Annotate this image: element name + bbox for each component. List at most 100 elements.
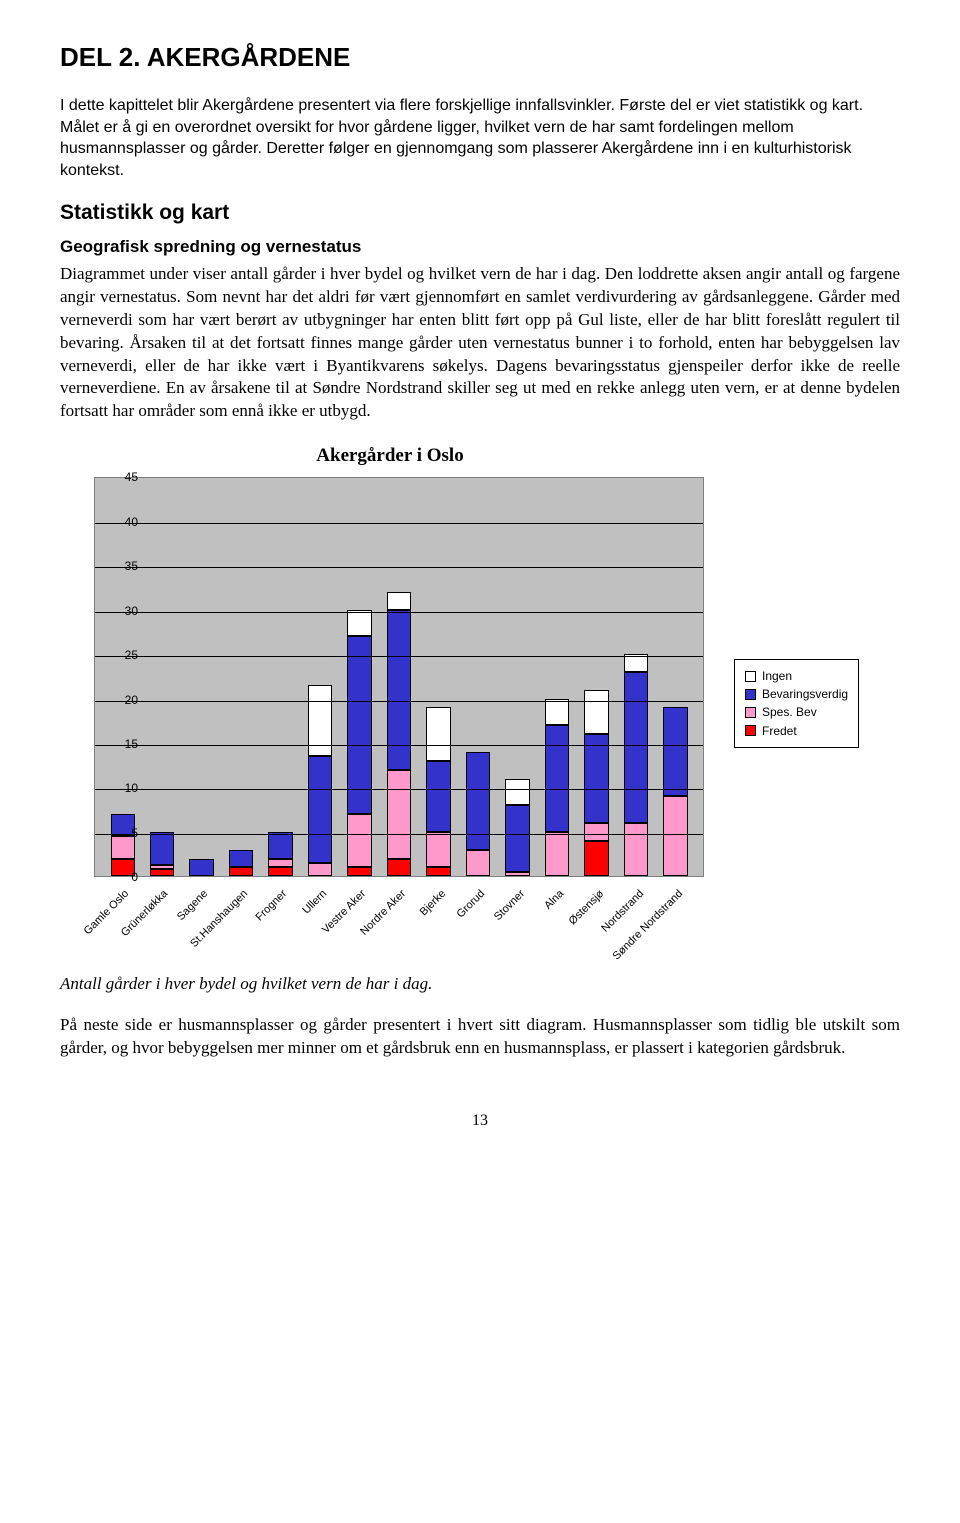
- bar-segment: [466, 850, 490, 877]
- bar-segment: [387, 770, 411, 859]
- bar-segment: [150, 869, 174, 876]
- chart-title: Akergårder i Oslo: [60, 443, 720, 469]
- bar-segment: [426, 707, 450, 760]
- bar-segment: [347, 867, 371, 876]
- bar: [505, 779, 529, 877]
- bar: [663, 707, 687, 876]
- bar-segment: [505, 805, 529, 872]
- bar-slot: [379, 478, 418, 876]
- bar: [347, 610, 371, 877]
- page-number: 13: [60, 1110, 900, 1132]
- y-tick-label: 40: [98, 514, 138, 530]
- bar-segment: [229, 850, 253, 868]
- x-tick-label: Sagene: [174, 887, 211, 924]
- bar-segment: [584, 734, 608, 823]
- bar: [150, 832, 174, 876]
- bar-segment: [663, 796, 687, 876]
- bar-segment: [189, 859, 213, 877]
- legend-item: Spes. Bev: [745, 704, 848, 720]
- x-axis-labels: Gamle OsloGrünerløkkaSageneSt.Hanshaugen…: [94, 881, 704, 961]
- bar-segment: [663, 707, 687, 796]
- x-tick-label: Søndre Nordstrand: [610, 887, 687, 964]
- legend-label: Fredet: [762, 723, 797, 739]
- bar: [584, 690, 608, 877]
- bar-segment: [426, 832, 450, 868]
- bar-segment: [426, 867, 450, 876]
- bar-segment: [505, 779, 529, 806]
- bar-slot: [419, 478, 458, 876]
- legend-label: Bevaringsverdig: [762, 686, 848, 702]
- bar-segment: [347, 610, 371, 637]
- plot-region: [94, 477, 704, 877]
- bar-slot: [616, 478, 655, 876]
- bar-slot: [537, 478, 576, 876]
- legend-label: Ingen: [762, 668, 792, 684]
- bar-segment: [624, 672, 648, 823]
- bar: [229, 850, 253, 877]
- bar-segment: [347, 636, 371, 814]
- gridline: [95, 701, 703, 702]
- y-tick-label: 15: [98, 736, 138, 752]
- bar-segment: [150, 832, 174, 865]
- bar-segment: [229, 867, 253, 876]
- bar-segment: [584, 841, 608, 877]
- bar: [189, 859, 213, 877]
- bar-slot: [142, 478, 181, 876]
- chart-container: Akergårder i Oslo Gamle OsloGrünerløkkaS…: [60, 443, 900, 963]
- bar-segment: [387, 859, 411, 877]
- gridline: [95, 656, 703, 657]
- bar-slot: [577, 478, 616, 876]
- chart-caption: Antall gårder i hver bydel og hvilket ve…: [60, 973, 900, 996]
- bar: [308, 685, 332, 876]
- intro-paragraph: I dette kapittelet blir Akergårdene pres…: [60, 95, 900, 181]
- bar-slot: [340, 478, 379, 876]
- y-tick-label: 10: [98, 780, 138, 796]
- gridline: [95, 612, 703, 613]
- bars-container: [95, 478, 703, 876]
- gridline: [95, 567, 703, 568]
- y-tick-label: 45: [98, 469, 138, 485]
- bar-slot: [656, 478, 695, 876]
- bar-slot: [261, 478, 300, 876]
- bar-segment: [387, 592, 411, 610]
- body-paragraph: Diagrammet under viser antall gårder i h…: [60, 263, 900, 424]
- x-tick-label: Grorud: [454, 887, 489, 922]
- bar-slot: [182, 478, 221, 876]
- bar-segment: [624, 823, 648, 876]
- page-title: DEL 2. AKERGÅRDENE: [60, 40, 900, 75]
- bar-segment: [268, 832, 292, 859]
- bar-slot: [498, 478, 537, 876]
- x-tick-label: Stovner: [491, 887, 528, 924]
- legend-swatch: [745, 707, 756, 718]
- section-heading: Statistikk og kart: [60, 199, 900, 227]
- legend-label: Spes. Bev: [762, 704, 817, 720]
- bar-segment: [545, 725, 569, 832]
- bar-segment: [584, 690, 608, 734]
- legend-swatch: [745, 689, 756, 700]
- gridline: [95, 789, 703, 790]
- y-tick-label: 0: [98, 869, 138, 885]
- bar-slot: [458, 478, 497, 876]
- bar-segment: [505, 872, 529, 876]
- gridline: [95, 834, 703, 835]
- bar-slot: [103, 478, 142, 876]
- y-tick-label: 25: [98, 647, 138, 663]
- legend-item: Bevaringsverdig: [745, 686, 848, 702]
- bar-segment: [268, 859, 292, 868]
- bar-segment: [584, 823, 608, 841]
- closing-paragraph: På neste side er husmannsplasser og gård…: [60, 1014, 900, 1060]
- x-tick-label: Frogner: [253, 887, 291, 925]
- legend-swatch: [745, 671, 756, 682]
- y-tick-label: 30: [98, 603, 138, 619]
- bar-segment: [545, 699, 569, 726]
- bar-segment: [268, 867, 292, 876]
- legend-item: Fredet: [745, 723, 848, 739]
- legend-swatch: [745, 725, 756, 736]
- x-tick-label: Bjerke: [417, 887, 450, 920]
- bar-segment: [426, 761, 450, 832]
- bar: [545, 699, 569, 877]
- bar-segment: [347, 814, 371, 867]
- legend-item: Ingen: [745, 668, 848, 684]
- y-tick-label: 20: [98, 691, 138, 707]
- bar-segment: [545, 832, 569, 876]
